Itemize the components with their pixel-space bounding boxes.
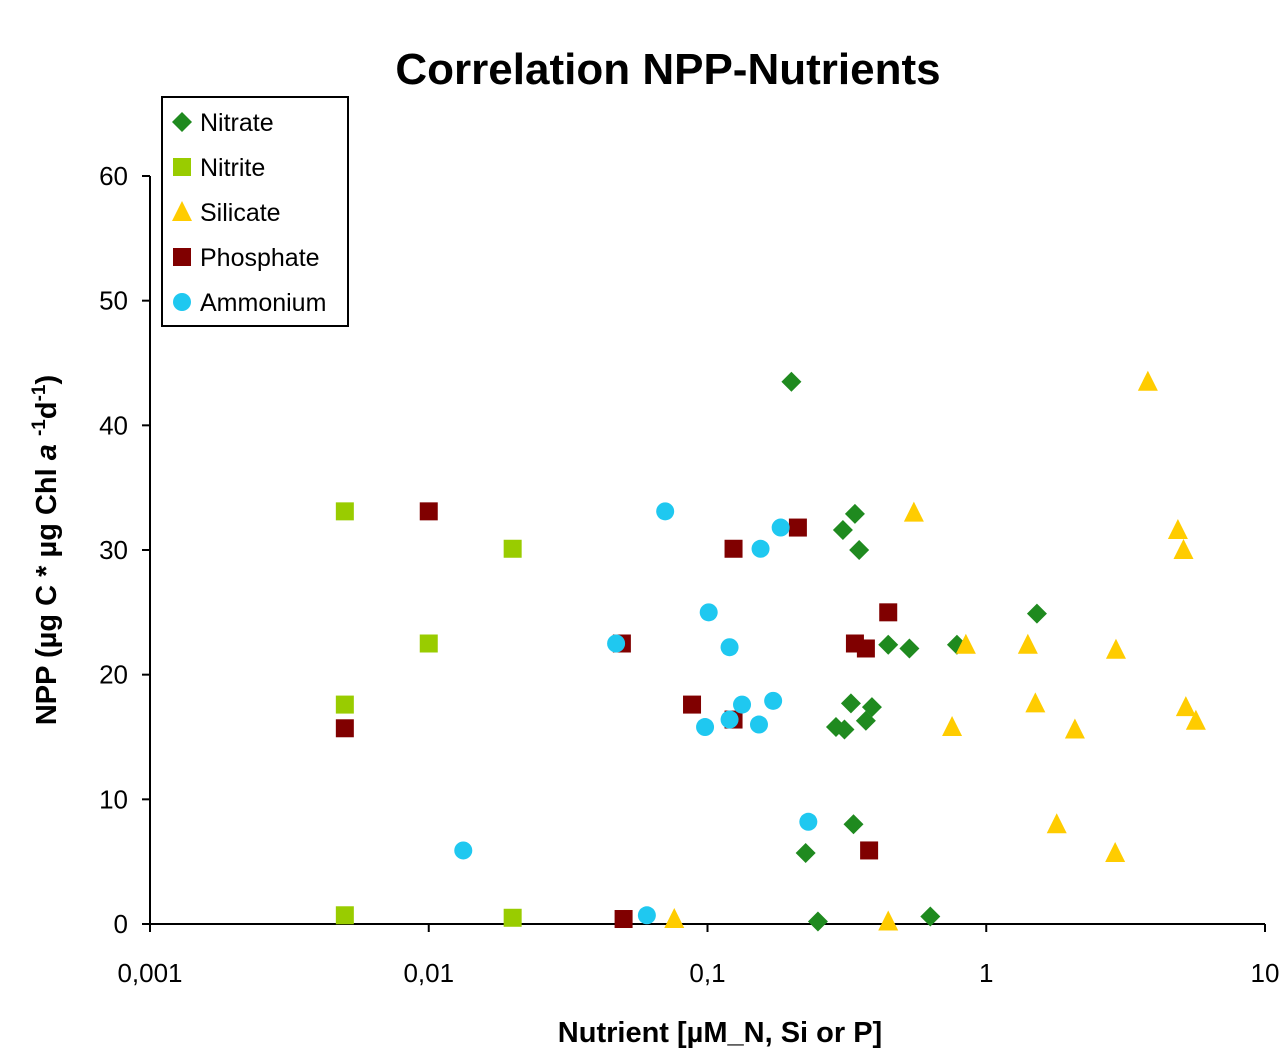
y-tick-label: 20 (99, 660, 128, 690)
marker (335, 719, 354, 738)
marker (1185, 709, 1206, 730)
marker (1017, 633, 1038, 654)
marker (637, 906, 656, 925)
marker (335, 906, 354, 925)
series (781, 371, 1047, 932)
marker (696, 718, 715, 737)
marker (920, 906, 941, 927)
marker (724, 539, 743, 558)
marker (903, 501, 924, 522)
legend-label: Phosphate (200, 244, 320, 272)
y-tick-label: 60 (99, 161, 128, 191)
marker (855, 710, 876, 731)
marker (807, 911, 828, 932)
y-label-part: ) (31, 375, 63, 385)
series (454, 502, 818, 925)
marker (899, 638, 920, 659)
series (335, 502, 522, 927)
y-tick-label: 40 (99, 410, 128, 440)
marker (454, 841, 473, 860)
legend-box (161, 96, 349, 327)
legend-label: Nitrate (200, 109, 274, 137)
marker (699, 603, 718, 622)
legend-marker (173, 293, 191, 311)
marker (614, 910, 633, 929)
chart-title: Correlation NPP-Nutrients (395, 45, 940, 94)
legend-marker (172, 201, 192, 221)
y-label-part: a (31, 444, 63, 460)
marker (1175, 696, 1196, 717)
legend: Nitrate Nitrite Silicate Phosphate Ammonium (161, 96, 349, 327)
marker (879, 603, 898, 622)
y-label-part: -1 (29, 384, 50, 401)
y-tick-label: 10 (99, 784, 128, 814)
x-tick-label: 10 (1251, 958, 1280, 988)
marker (781, 371, 802, 392)
marker (1064, 718, 1085, 739)
x-tick-label: 0,01 (403, 958, 454, 988)
marker (840, 693, 861, 714)
marker (1046, 813, 1067, 834)
marker (664, 908, 685, 929)
y-axis-label: NPP (µg C * µg Chl a -1d-1) (29, 375, 63, 725)
y-label-part (31, 436, 63, 444)
legend-marker (173, 158, 191, 176)
marker (683, 695, 702, 714)
y-label-part: d (31, 401, 63, 419)
legend-marker (172, 112, 192, 132)
marker (843, 814, 864, 835)
marker (1105, 841, 1126, 862)
series (335, 502, 898, 929)
y-tick-label: 0 (114, 909, 128, 939)
marker (335, 502, 354, 521)
marker (771, 518, 790, 537)
marker (878, 634, 899, 655)
x-tick-label: 1 (979, 958, 993, 988)
marker (832, 520, 853, 541)
marker (764, 691, 783, 710)
legend-label: Nitrite (200, 154, 265, 182)
marker (834, 719, 855, 740)
legend-label: Ammonium (200, 289, 326, 317)
marker (878, 910, 899, 931)
marker (656, 502, 675, 521)
x-tick-label: 0,001 (117, 958, 182, 988)
marker (844, 503, 865, 524)
marker (720, 710, 739, 729)
marker (849, 540, 870, 560)
marker (860, 841, 879, 860)
y-tick-label: 30 (99, 535, 128, 565)
marker (607, 634, 626, 653)
marker (788, 518, 807, 537)
marker (733, 695, 752, 714)
marker (419, 502, 438, 521)
marker (1173, 539, 1194, 559)
series (664, 370, 1206, 931)
marker (795, 842, 816, 863)
x-axis-label: Nutrient [µM_N, Si or P] (558, 1017, 882, 1049)
marker (751, 539, 770, 558)
marker (1026, 603, 1047, 624)
marker (1105, 638, 1126, 659)
y-label-part: NPP (µg C * µg Chl (31, 460, 63, 725)
x-tick-label: 0,1 (689, 958, 725, 988)
marker (1137, 370, 1158, 391)
y-tick-label: 50 (99, 286, 128, 316)
legend-label: Silicate (200, 199, 281, 227)
marker (335, 695, 354, 714)
marker (942, 716, 963, 737)
marker (419, 634, 438, 653)
marker (749, 715, 768, 734)
marker (856, 639, 875, 658)
marker (799, 812, 818, 831)
marker (720, 638, 739, 657)
marker (1167, 519, 1188, 540)
marker (503, 539, 522, 558)
y-label-part: -1 (29, 419, 50, 436)
marker (503, 908, 522, 927)
legend-marker (173, 248, 191, 266)
marker (955, 633, 976, 654)
marker (1025, 692, 1046, 713)
